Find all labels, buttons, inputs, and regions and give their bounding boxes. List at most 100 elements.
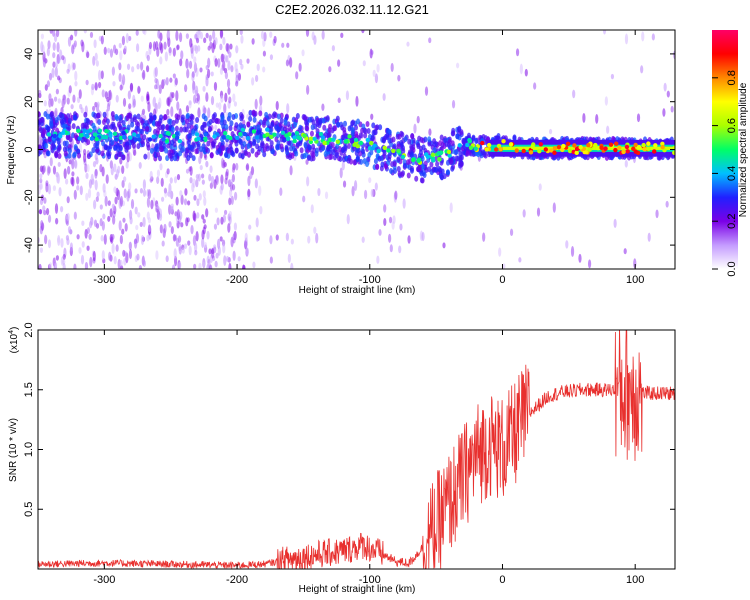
spectral-band	[58, 112, 63, 119]
spectral-speckle	[203, 107, 207, 114]
spectral-band	[182, 126, 187, 133]
spectral-speckle	[45, 207, 50, 216]
spectral-speckle	[53, 96, 58, 102]
spectrogram-y-axis-label: Frequency (Hz)	[6, 116, 17, 185]
spectral-band	[279, 143, 284, 150]
spectral-speckle	[337, 97, 341, 104]
spectral-speckle	[289, 165, 293, 176]
spectral-band	[73, 144, 78, 151]
spectral-speckle	[152, 97, 156, 108]
snr-scale-factor: (x104)	[8, 327, 20, 354]
spectral-speckle	[142, 216, 146, 228]
spectral-band	[392, 160, 397, 167]
spectral-band	[423, 136, 428, 143]
spectral-peak	[294, 130, 300, 136]
spectral-peak	[85, 129, 91, 134]
spectral-speckle	[92, 105, 96, 112]
spectral-speckle	[341, 161, 345, 171]
spectral-band	[226, 147, 231, 154]
spectral-peak	[302, 133, 307, 138]
spectral-speckle	[172, 73, 176, 79]
spectral-speckle	[255, 74, 259, 83]
spectral-speckle	[570, 246, 575, 257]
spectral-band	[191, 155, 196, 162]
spectral-band	[231, 151, 236, 158]
spectral-speckle	[169, 177, 173, 184]
spectral-peak	[633, 142, 638, 148]
spectral-peak	[280, 130, 286, 136]
spectral-speckle	[66, 166, 71, 173]
spectral-band	[42, 128, 47, 135]
spectral-speckle	[65, 178, 69, 185]
spectral-peak	[617, 145, 622, 150]
spectral-speckle	[655, 209, 659, 219]
spectral-speckle	[235, 74, 239, 84]
spectral-band	[165, 124, 170, 131]
spectral-speckle	[66, 68, 70, 74]
spectral-speckle	[201, 229, 205, 240]
spectral-band	[268, 128, 273, 135]
spectral-peak	[613, 147, 618, 153]
spectral-speckle	[421, 231, 425, 242]
spectral-speckle	[116, 189, 121, 201]
spectral-speckle	[188, 100, 192, 106]
spectral-peak	[128, 135, 133, 140]
spectral-speckle	[131, 66, 135, 73]
spectral-peak	[484, 147, 490, 152]
spectral-band	[325, 145, 330, 152]
spectral-speckle	[178, 246, 182, 255]
spectral-speckle	[604, 96, 608, 106]
spectral-speckle	[220, 174, 224, 185]
spectral-speckle	[407, 235, 411, 244]
spectral-speckle	[73, 263, 77, 269]
spectral-speckle	[263, 31, 267, 42]
spectral-speckle	[178, 32, 183, 43]
y-tick-label: 1.0	[23, 442, 35, 457]
spectral-speckle	[235, 162, 239, 171]
spectral-speckle	[223, 255, 227, 266]
spectral-peak	[400, 154, 406, 160]
spectral-speckle	[119, 157, 123, 165]
spectral-speckle	[119, 50, 123, 61]
spectral-peak	[203, 132, 208, 137]
spectral-band	[304, 152, 309, 159]
spectral-band	[125, 144, 130, 151]
spectral-speckle	[662, 108, 666, 117]
spectral-band	[194, 148, 199, 155]
spectral-speckle	[95, 157, 99, 165]
spectral-speckle	[215, 102, 219, 108]
spectral-speckle	[273, 35, 277, 44]
spectral-peak	[561, 143, 566, 149]
spectral-speckle	[286, 42, 290, 48]
y-tick-label: -40	[23, 237, 35, 253]
spectral-band	[315, 121, 320, 128]
spectral-speckle	[108, 89, 112, 101]
spectral-speckle	[155, 78, 159, 90]
spectral-speckle	[220, 216, 224, 225]
spectral-band	[304, 119, 309, 126]
spectral-speckle	[158, 97, 162, 109]
spectral-band	[389, 167, 394, 174]
spectral-band	[375, 163, 380, 170]
spectral-speckle	[97, 81, 102, 89]
spectral-band	[134, 120, 139, 127]
spectral-band	[270, 121, 275, 128]
spectral-speckle	[209, 165, 213, 173]
spectral-band	[442, 173, 447, 180]
spectral-band	[335, 115, 340, 122]
spectral-band	[254, 151, 259, 158]
spectral-speckle	[43, 100, 47, 107]
spectral-band	[378, 124, 383, 131]
spectral-speckle	[390, 62, 394, 72]
spectral-speckle	[222, 243, 226, 254]
spectral-peak	[437, 156, 442, 162]
spectral-speckle	[197, 30, 201, 39]
spectral-speckle	[102, 213, 106, 220]
spectral-speckle	[239, 30, 243, 36]
spectral-band	[63, 150, 68, 157]
spectral-band	[51, 143, 56, 150]
spectral-band	[257, 145, 262, 152]
spectral-band	[279, 117, 284, 124]
spectral-peak	[131, 132, 137, 137]
spectral-band	[258, 110, 263, 117]
